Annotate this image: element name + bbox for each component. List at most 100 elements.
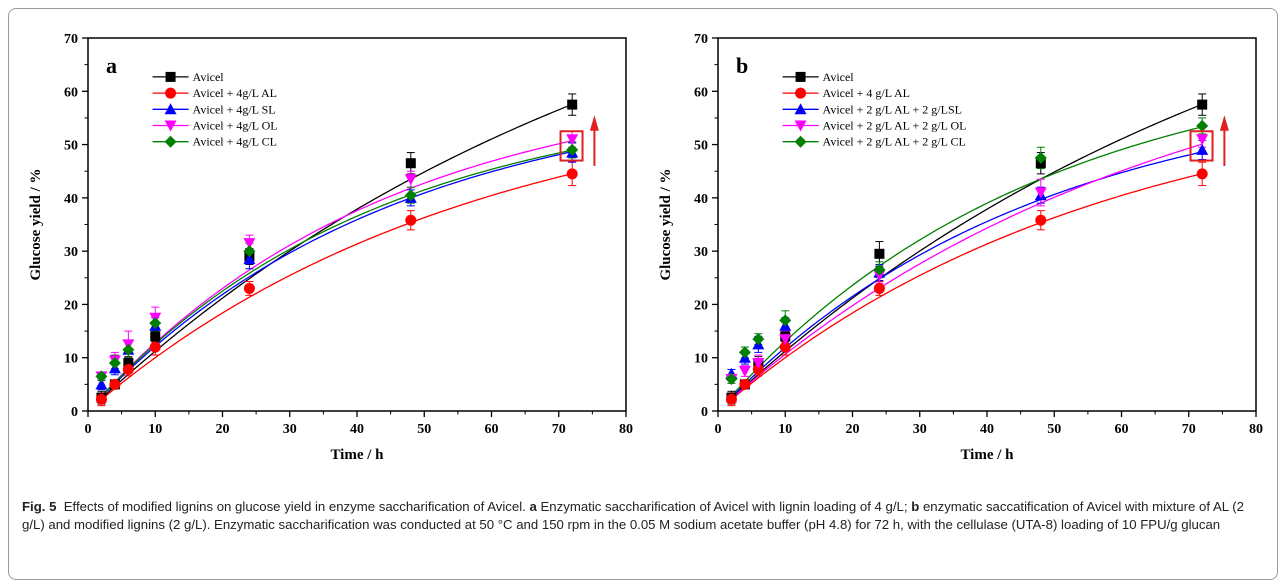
data-point: [150, 331, 161, 342]
data-point: [243, 253, 256, 265]
data-point: [567, 99, 578, 110]
legend-label: Avicel + 2 g/L AL + 2 g/L OL: [823, 118, 967, 132]
data-point: [1196, 119, 1209, 132]
legend-label: Avicel + 2 g/L AL + 2 g/L CL: [823, 135, 966, 149]
trend-arrow-head: [1219, 115, 1229, 131]
data-point: [1035, 214, 1047, 226]
data-point: [405, 158, 416, 169]
caption-ref-a: a: [529, 499, 537, 514]
data-point: [779, 314, 792, 327]
y-tick-label: 20: [64, 298, 78, 313]
y-tick-label: 20: [694, 298, 708, 313]
y-tick-label: 40: [694, 192, 708, 207]
data-point: [149, 317, 162, 330]
panel-letter: b: [736, 53, 748, 78]
highlight-box: [559, 130, 584, 162]
fit-curve: [731, 143, 1203, 400]
data-point: [738, 366, 751, 378]
trend-arrow-head: [589, 115, 599, 131]
legend-label: Avicel + 4g/L OL: [193, 118, 278, 132]
data-point: [739, 378, 751, 390]
caption-part1: Effects of modified lignins on glucose y…: [63, 499, 526, 514]
x-tick-label: 70: [552, 422, 566, 437]
data-point: [725, 373, 738, 386]
highlight-box: [1189, 130, 1214, 162]
x-tick-label: 50: [417, 422, 431, 437]
legend-marker: [794, 103, 807, 115]
data-point: [1196, 168, 1208, 180]
x-tick-label: 60: [485, 422, 499, 437]
legend-marker: [794, 135, 807, 148]
legend-label: Avicel + 4g/L AL: [193, 86, 277, 100]
x-tick-label: 0: [715, 422, 722, 437]
data-point: [122, 363, 134, 375]
fit-curve: [100, 151, 573, 398]
data-point: [1034, 151, 1047, 164]
x-tick-label: 10: [148, 422, 162, 437]
legend-label: Avicel + 4g/L SL: [193, 102, 276, 116]
data-point: [873, 282, 885, 294]
x-tick-label: 40: [350, 422, 364, 437]
data-point: [566, 143, 579, 156]
data-point: [404, 174, 417, 186]
fit-curve: [730, 151, 1203, 398]
legend-label: Avicel: [823, 70, 855, 84]
data-point: [566, 134, 579, 146]
fit-curve: [100, 140, 573, 397]
data-point: [1196, 134, 1209, 146]
y-axis-title: Glucose yield / %: [28, 168, 44, 280]
data-point: [566, 168, 578, 180]
data-point: [95, 393, 107, 405]
y-tick-label: 50: [694, 139, 708, 154]
fit-curve: [731, 103, 1203, 399]
data-point: [108, 357, 121, 370]
x-tick-label: 30: [913, 422, 927, 437]
caption-part2: Enzymatic saccharification of Avicel wit…: [540, 499, 908, 514]
fit-curve: [100, 149, 573, 397]
y-tick-label: 40: [64, 192, 78, 207]
legend-marker: [795, 87, 807, 99]
x-axis-title: Time / h: [330, 447, 384, 463]
y-axis-title: Glucose yield / %: [658, 168, 674, 280]
data-point: [725, 393, 737, 405]
legend-marker: [164, 103, 177, 115]
data-point: [95, 370, 108, 383]
data-point: [405, 214, 417, 226]
y-tick-label: 50: [64, 139, 78, 154]
legend-marker: [164, 120, 177, 132]
legend-label: Avicel + 4 g/L AL: [823, 86, 910, 100]
data-point: [738, 346, 751, 359]
y-tick-label: 0: [701, 405, 708, 420]
chart-panel-b: 0 10 20 30 40 50 60 70 80 0 10 20 30 40 50 60 70 Time / h…: [658, 32, 1263, 463]
legend-label: Avicel + 2 g/L AL + 2 g/LSL: [823, 102, 962, 116]
data-point: [1196, 143, 1209, 155]
x-tick-label: 30: [283, 422, 297, 437]
legend-marker: [795, 71, 806, 82]
y-tick-label: 10: [694, 352, 708, 367]
fit-curve: [101, 103, 573, 399]
x-tick-label: 80: [1249, 422, 1263, 437]
legend-marker: [165, 87, 177, 99]
chart-panel-a: 0 10 20 30 40 50 60 70 80 0 10 20 30 40 50 60 70 Time / h…: [28, 32, 633, 463]
fit-curve: [731, 173, 1203, 401]
data-point: [243, 238, 256, 250]
legend-label: Avicel + 4g/L CL: [193, 135, 277, 149]
x-tick-label: 10: [778, 422, 792, 437]
y-tick-label: 10: [64, 352, 78, 367]
data-point: [752, 333, 765, 346]
fit-curve: [101, 173, 573, 401]
data-point: [404, 189, 417, 202]
panel-letter: a: [106, 53, 117, 78]
x-tick-label: 0: [85, 422, 92, 437]
data-point: [1197, 99, 1208, 110]
y-tick-label: 70: [64, 32, 78, 47]
legend-marker: [794, 120, 807, 132]
y-tick-label: 30: [64, 245, 78, 260]
y-tick-label: 0: [71, 405, 78, 420]
x-tick-label: 50: [1047, 422, 1061, 437]
data-point: [873, 263, 886, 276]
data-point: [874, 248, 885, 259]
data-point: [123, 358, 134, 369]
x-tick-label: 80: [619, 422, 633, 437]
figure-frame: [8, 8, 1278, 580]
